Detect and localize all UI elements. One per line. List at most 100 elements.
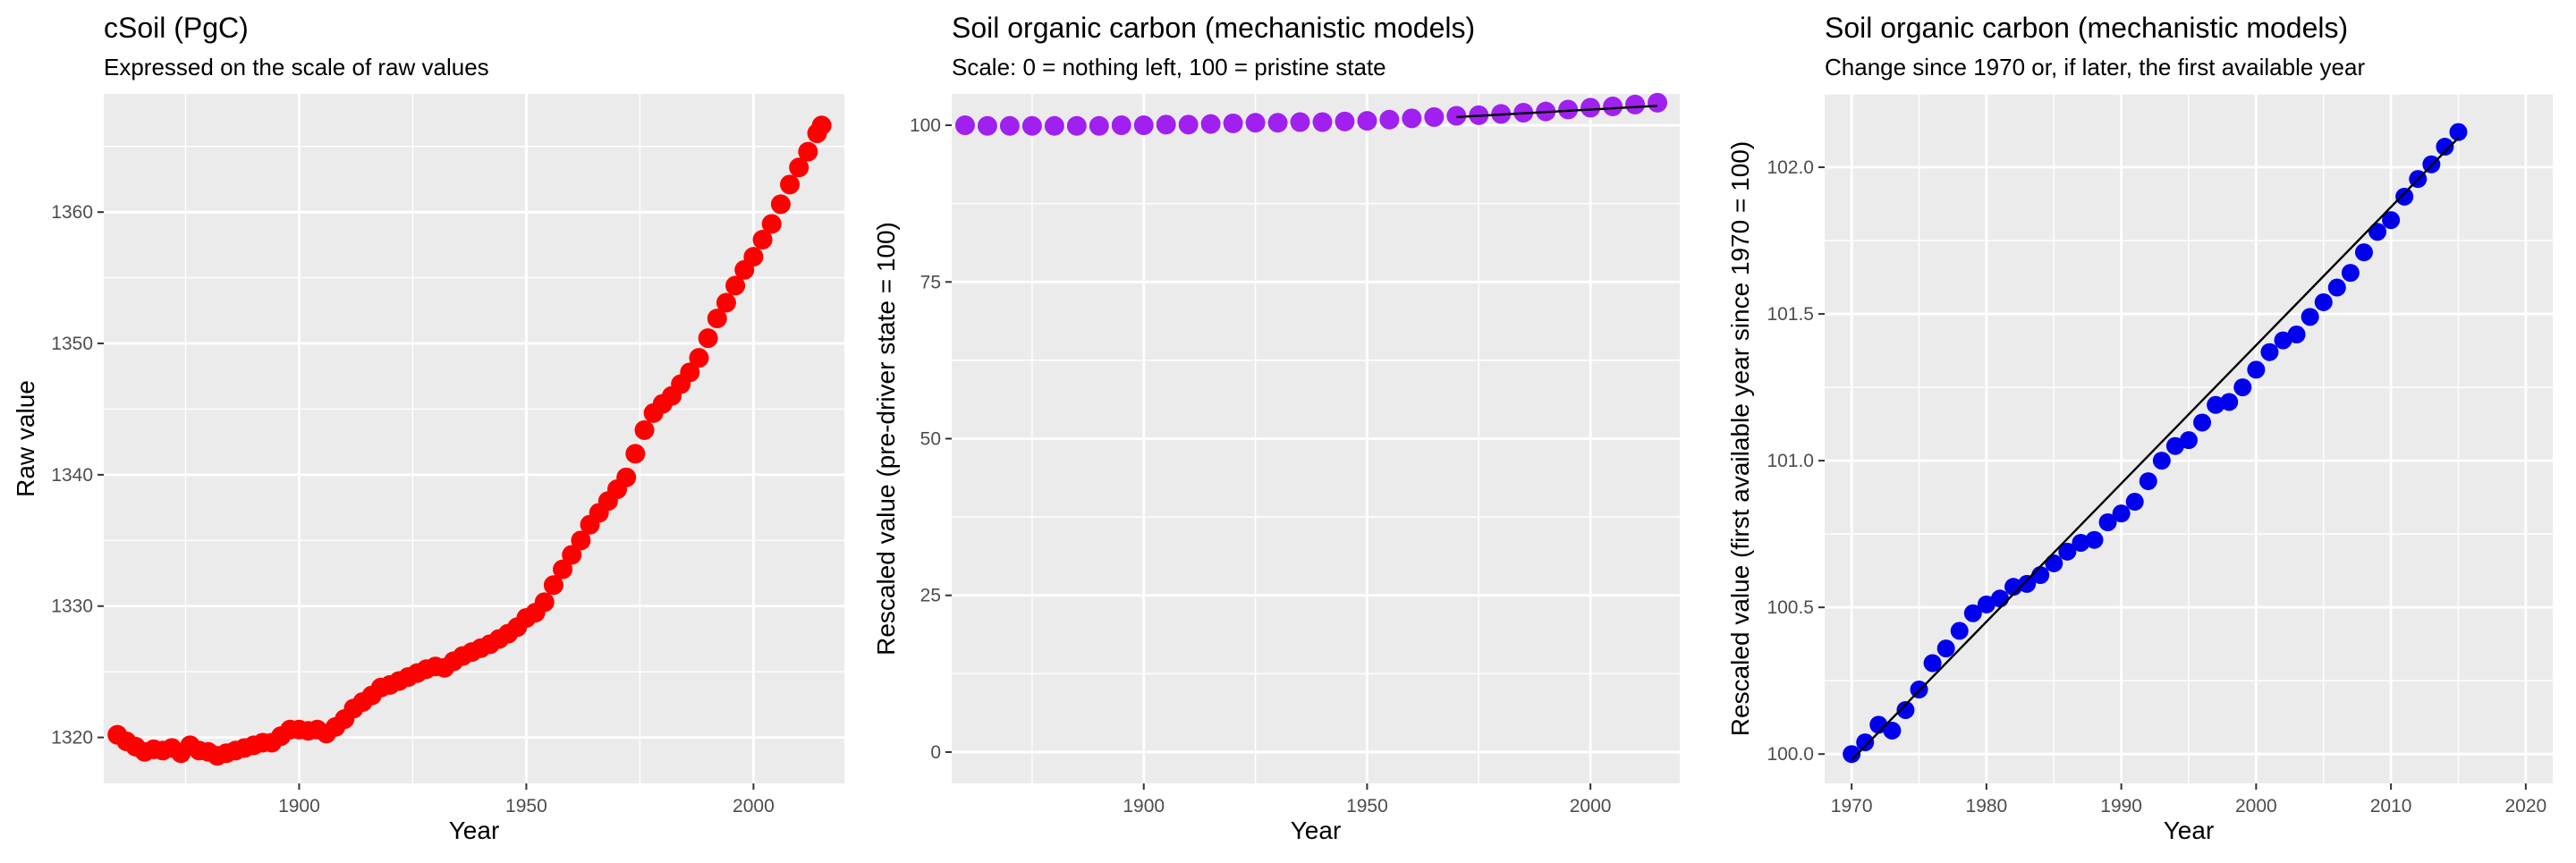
data-point	[1843, 745, 1861, 764]
data-point	[1379, 109, 1400, 130]
y-tick-label: 100.5	[1767, 597, 1814, 618]
data-point	[2327, 278, 2346, 297]
data-point	[2193, 413, 2212, 432]
x-axis-label: Year	[1291, 816, 1342, 844]
data-point	[1312, 112, 1333, 132]
data-point	[977, 115, 997, 136]
data-point	[680, 362, 700, 383]
y-tick-label: 102.0	[1767, 157, 1814, 178]
x-tick-label: 1900	[278, 796, 320, 816]
data-point	[1156, 114, 1176, 135]
data-point	[2045, 554, 2063, 572]
chart-subtitle: Change since 1970 or, if later, the firs…	[1825, 54, 2365, 80]
x-tick-label: 1970	[1831, 796, 1873, 816]
data-point	[2449, 123, 2468, 141]
data-point	[1267, 113, 1288, 133]
data-point	[534, 592, 555, 613]
chart-title: Soil organic carbon (mechanistic models)	[952, 12, 1475, 44]
data-point	[2260, 343, 2279, 361]
data-point	[1223, 113, 1243, 133]
data-point	[2098, 513, 2117, 532]
y-axis-label: Rescaled value (pre-driver state = 100)	[872, 222, 900, 656]
data-point	[999, 115, 1020, 136]
data-point	[2165, 436, 2184, 455]
data-point	[1883, 721, 1902, 740]
data-point	[2139, 472, 2157, 491]
data-point	[2247, 360, 2266, 379]
data-point	[1245, 113, 1266, 133]
data-point	[553, 559, 573, 580]
x-tick-label: 2000	[2235, 796, 2277, 816]
chart-title: cSoil (PgC)	[104, 12, 249, 44]
data-point	[743, 247, 764, 267]
data-point	[2287, 326, 2306, 344]
y-tick-label: 1330	[51, 596, 93, 617]
data-point	[2354, 243, 2373, 262]
x-tick-label: 1950	[505, 796, 547, 816]
x-axis-label: Year	[449, 816, 500, 844]
chart-subtitle: Expressed on the scale of raw values	[104, 54, 489, 80]
data-point	[2341, 264, 2360, 283]
trend-line	[1456, 105, 1658, 119]
data-point	[1402, 108, 1422, 129]
data-point	[562, 545, 582, 565]
data-point	[780, 174, 801, 195]
data-point	[2112, 504, 2131, 523]
data-point	[2180, 431, 2198, 450]
data-point	[2018, 574, 2037, 593]
y-tick-label: 101.5	[1767, 304, 1814, 325]
data-point	[2152, 452, 2171, 470]
data-point	[1066, 115, 1087, 136]
data-point	[954, 115, 975, 136]
data-point	[2031, 566, 2050, 585]
data-point	[1950, 622, 1969, 640]
y-tick-label: 1340	[51, 465, 93, 486]
data-point	[1357, 111, 1377, 131]
y-tick-label: 101.0	[1767, 451, 1814, 471]
data-point	[1923, 654, 1942, 673]
x-tick-label: 1950	[1346, 796, 1388, 816]
data-point	[1089, 115, 1109, 136]
data-point	[1558, 99, 1579, 120]
data-point	[2125, 493, 2144, 512]
data-point	[789, 157, 809, 178]
data-point	[1044, 115, 1064, 136]
data-point	[1424, 106, 1445, 127]
data-point	[2382, 211, 2401, 230]
data-point	[1446, 106, 1467, 126]
data-point	[2072, 533, 2090, 552]
data-point	[625, 444, 646, 464]
data-point	[2220, 393, 2239, 411]
x-tick-label: 1980	[1966, 796, 2008, 816]
x-axis-label: Year	[2164, 816, 2215, 844]
x-tick-label: 2010	[2370, 796, 2412, 816]
y-tick-label: 50	[920, 429, 941, 450]
data-point	[752, 230, 773, 250]
data-point	[798, 141, 818, 162]
data-point	[761, 214, 782, 234]
data-point	[1625, 94, 1646, 114]
x-tick-label: 2000	[733, 796, 775, 816]
data-point	[2085, 530, 2104, 549]
x-tick-label: 1990	[2100, 796, 2142, 816]
panel-background-0	[104, 94, 844, 783]
y-tick-label: 100	[910, 115, 941, 136]
data-point	[1963, 604, 1982, 622]
data-point	[811, 115, 832, 136]
data-point	[1200, 114, 1221, 134]
data-point	[1990, 589, 2009, 608]
data-point	[2207, 395, 2225, 414]
data-point	[698, 328, 718, 349]
data-point	[1936, 639, 1955, 658]
data-point	[1896, 700, 1915, 719]
chart-subtitle: Scale: 0 = nothing left, 100 = pristine …	[952, 54, 1386, 80]
x-tick-label: 2020	[2504, 796, 2546, 816]
data-point	[770, 194, 791, 215]
data-point	[571, 530, 591, 551]
data-point	[1335, 111, 1355, 131]
data-point	[1977, 595, 1996, 613]
data-point	[707, 309, 727, 329]
y-tick-label: 1320	[51, 728, 93, 749]
